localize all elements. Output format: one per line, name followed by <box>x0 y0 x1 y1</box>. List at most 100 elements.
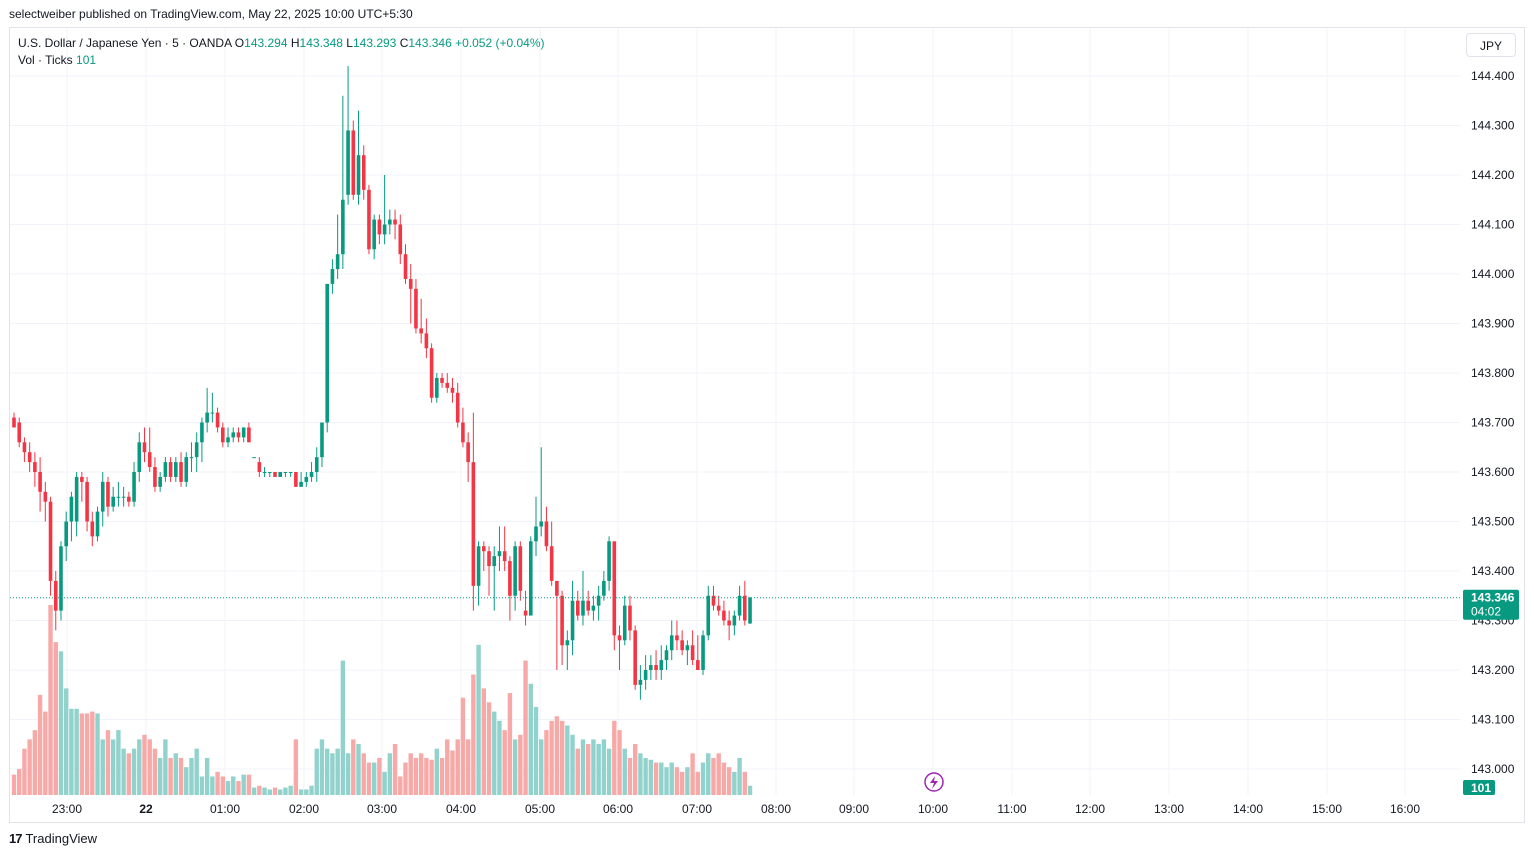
volume-bar <box>659 762 664 795</box>
volume-bar <box>152 748 158 795</box>
candle-body <box>168 462 173 477</box>
candle-body <box>440 377 444 383</box>
volume-bar <box>100 739 105 795</box>
volume-bar <box>58 651 64 795</box>
time-tick-label: 16:00 <box>1390 802 1420 816</box>
candle-body <box>482 546 486 552</box>
candle-body <box>257 462 262 472</box>
legend-low: 143.293 <box>352 36 397 50</box>
volume-bar <box>288 785 293 795</box>
candle-body <box>283 472 288 473</box>
volume-bar <box>580 739 586 795</box>
volume-bar <box>685 767 690 795</box>
volume-bar <box>695 771 701 795</box>
candle-body <box>278 472 283 477</box>
candle-body <box>596 595 601 606</box>
volume-bar <box>648 759 654 795</box>
candle-body <box>466 442 470 463</box>
volume-bars <box>11 605 753 795</box>
candle-body <box>659 660 664 670</box>
volume-bar <box>700 762 706 795</box>
time-tick-label: 01:00 <box>210 802 240 816</box>
currency-button[interactable]: JPY <box>1466 33 1516 57</box>
volume-bar <box>455 739 460 795</box>
candle-body <box>267 472 272 473</box>
volume-bar <box>711 757 716 795</box>
volume-bar <box>716 753 721 795</box>
candle-body <box>414 288 418 329</box>
volume-bar <box>356 744 361 795</box>
time-tick-label: 10:00 <box>918 802 948 816</box>
time-tick-label: 13:00 <box>1154 802 1184 816</box>
volume-bar <box>74 708 79 795</box>
candle-body <box>622 605 627 641</box>
candle-body <box>612 541 617 636</box>
volume-bar <box>387 753 393 795</box>
grid-lines <box>10 28 1460 795</box>
price-tick-label: 143.000 <box>1471 762 1515 776</box>
candle-body <box>523 610 528 616</box>
candle-body <box>602 580 606 596</box>
last-price-badge <box>1463 589 1519 620</box>
candle-body <box>137 442 142 472</box>
candle-body <box>304 476 309 482</box>
candle-body <box>513 546 517 596</box>
chart-legend: U.S. Dollar / Japanese Yen · 5 · OANDA O… <box>18 35 545 69</box>
volume-bar <box>199 776 205 795</box>
time-tick-label: 03:00 <box>367 802 397 816</box>
volume-bar <box>742 771 747 795</box>
volume-bar <box>507 693 513 795</box>
volume-bar <box>110 739 116 795</box>
volume-bar <box>486 702 492 795</box>
candle-body <box>398 224 403 255</box>
volume-bar <box>434 748 440 795</box>
candle-body <box>732 615 737 626</box>
volume-bar <box>528 683 533 795</box>
price-tick-label: 144.400 <box>1471 69 1515 83</box>
candle-body <box>471 462 476 586</box>
candle-body <box>184 457 189 482</box>
candle-body <box>581 600 585 616</box>
candle-body <box>638 679 643 685</box>
volume-bar <box>502 730 507 795</box>
volume-bar <box>121 748 126 795</box>
candle-body <box>539 521 544 527</box>
candle-body <box>179 462 183 482</box>
volume-bar <box>90 711 95 795</box>
candle-body <box>106 481 110 507</box>
candle-body <box>429 348 434 398</box>
candle-body <box>372 219 376 250</box>
candle-body <box>560 595 564 646</box>
chart-frame[interactable] <box>9 27 1525 823</box>
candle-body <box>664 650 669 661</box>
volume-bar <box>293 739 299 795</box>
candle-body <box>69 496 74 522</box>
candle-body <box>643 670 648 680</box>
volume-bar <box>679 771 685 795</box>
candle-body <box>497 551 502 557</box>
candle-body <box>716 605 721 611</box>
volume-bar <box>27 739 32 795</box>
price-tick-label: 143.600 <box>1471 465 1515 479</box>
candle-body <box>74 476 79 522</box>
candle-body <box>628 605 632 631</box>
volume-bar <box>371 762 377 795</box>
candle-body <box>669 635 674 651</box>
volume-bar <box>726 767 732 795</box>
candle-body <box>241 427 246 438</box>
volume-bar <box>413 757 419 795</box>
candle-body <box>273 472 277 477</box>
candle-body <box>299 481 303 487</box>
price-tick-label: 143.800 <box>1471 366 1515 380</box>
candle-body <box>435 377 439 398</box>
candle-body <box>388 219 392 225</box>
volume-bar <box>241 774 246 795</box>
candle-body <box>64 521 68 547</box>
legend-symbol[interactable]: U.S. Dollar / Japanese Yen · 5 · OANDA <box>18 36 232 50</box>
legend-volume-label[interactable]: Vol · Ticks <box>18 53 73 67</box>
candle-body <box>737 595 742 616</box>
lightning-icon[interactable] <box>924 772 944 792</box>
volume-bar <box>251 787 257 795</box>
last-price-label: 143.346 <box>1471 591 1515 605</box>
